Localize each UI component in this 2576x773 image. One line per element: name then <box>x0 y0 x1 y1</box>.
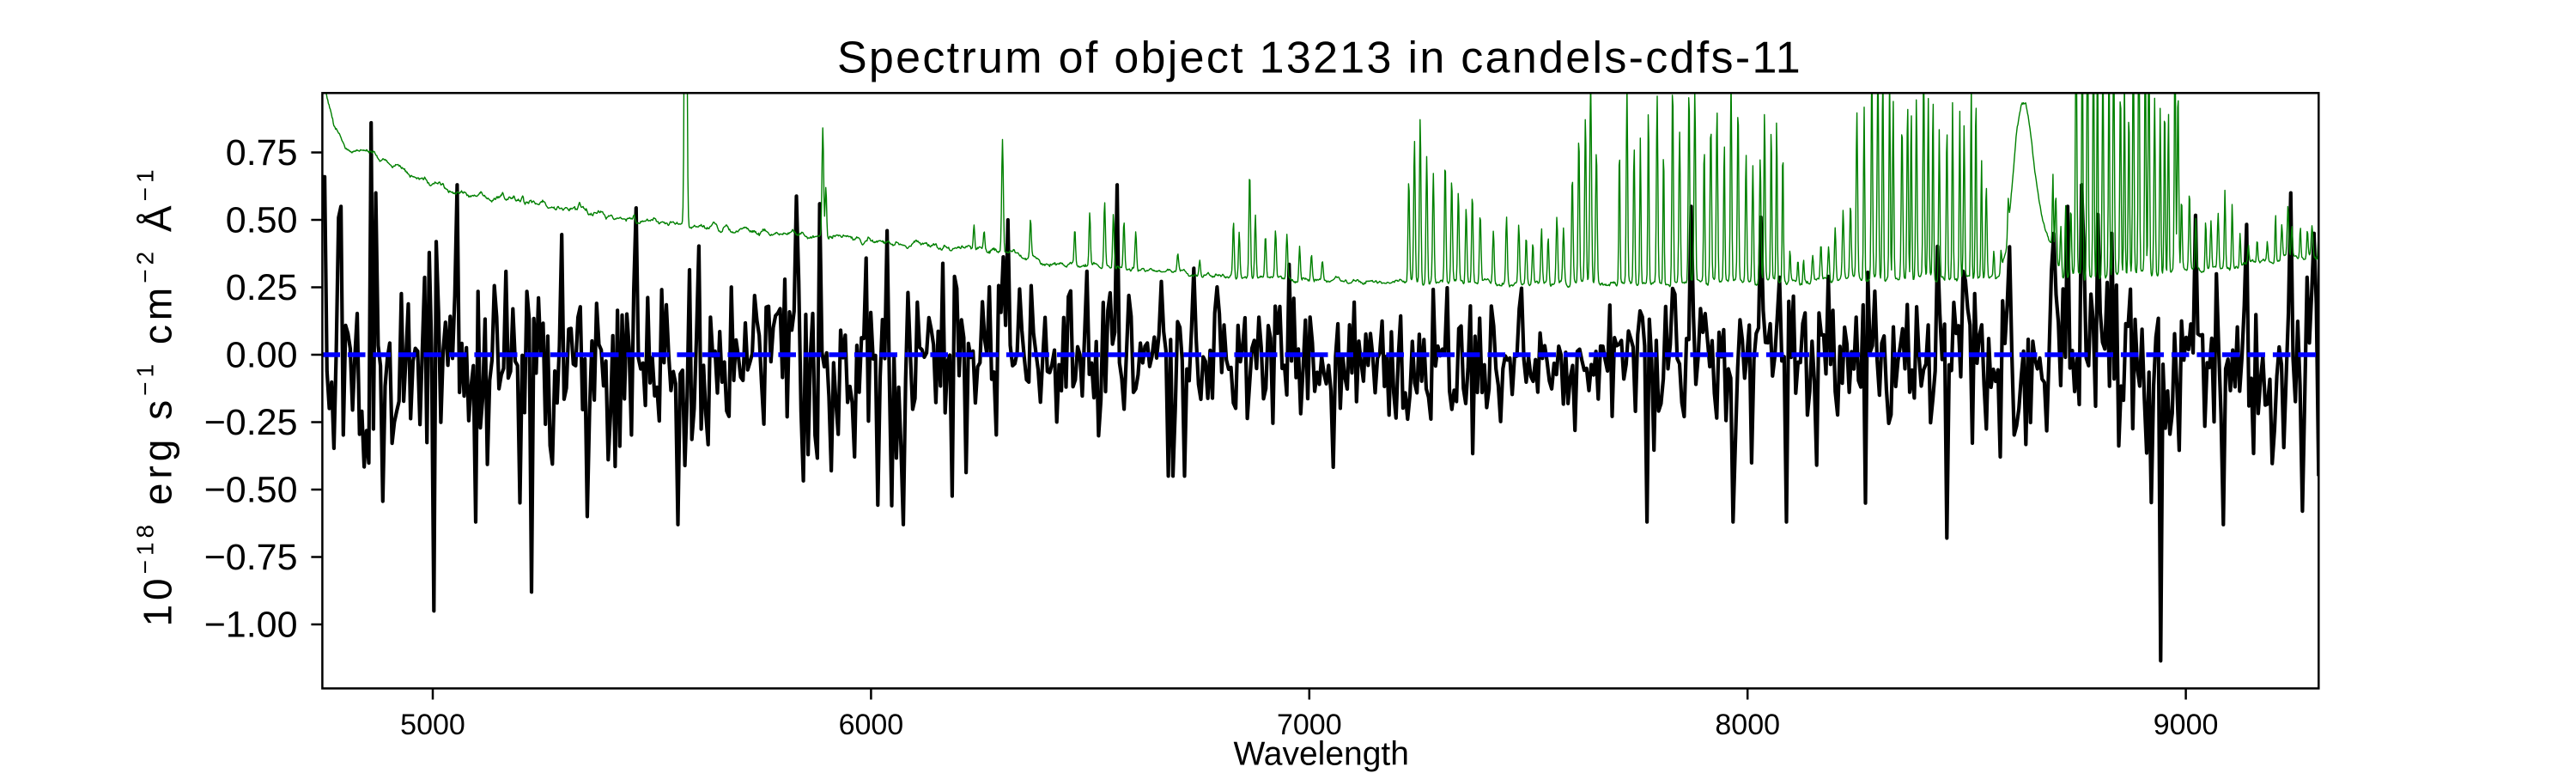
svg-text:Spectrum of object 13213 in ca: Spectrum of object 13213 in candels-cdfs… <box>837 33 1802 83</box>
svg-text:−1.00: −1.00 <box>204 604 298 645</box>
svg-text:9000: 9000 <box>2154 709 2219 741</box>
svg-text:5000: 5000 <box>400 709 465 741</box>
svg-text:8000: 8000 <box>1715 709 1780 741</box>
svg-text:6000: 6000 <box>839 709 904 741</box>
svg-text:−0.25: −0.25 <box>204 402 298 443</box>
svg-text:0.25: 0.25 <box>226 267 298 308</box>
svg-text:Wavelength: Wavelength <box>1233 736 1409 773</box>
svg-text:0.50: 0.50 <box>226 199 298 240</box>
svg-text:−0.75: −0.75 <box>204 537 298 578</box>
svg-text:7000: 7000 <box>1277 709 1342 741</box>
svg-text:0.00: 0.00 <box>226 334 298 375</box>
svg-text:0.75: 0.75 <box>226 132 298 173</box>
svg-text:−0.50: −0.50 <box>204 469 298 510</box>
